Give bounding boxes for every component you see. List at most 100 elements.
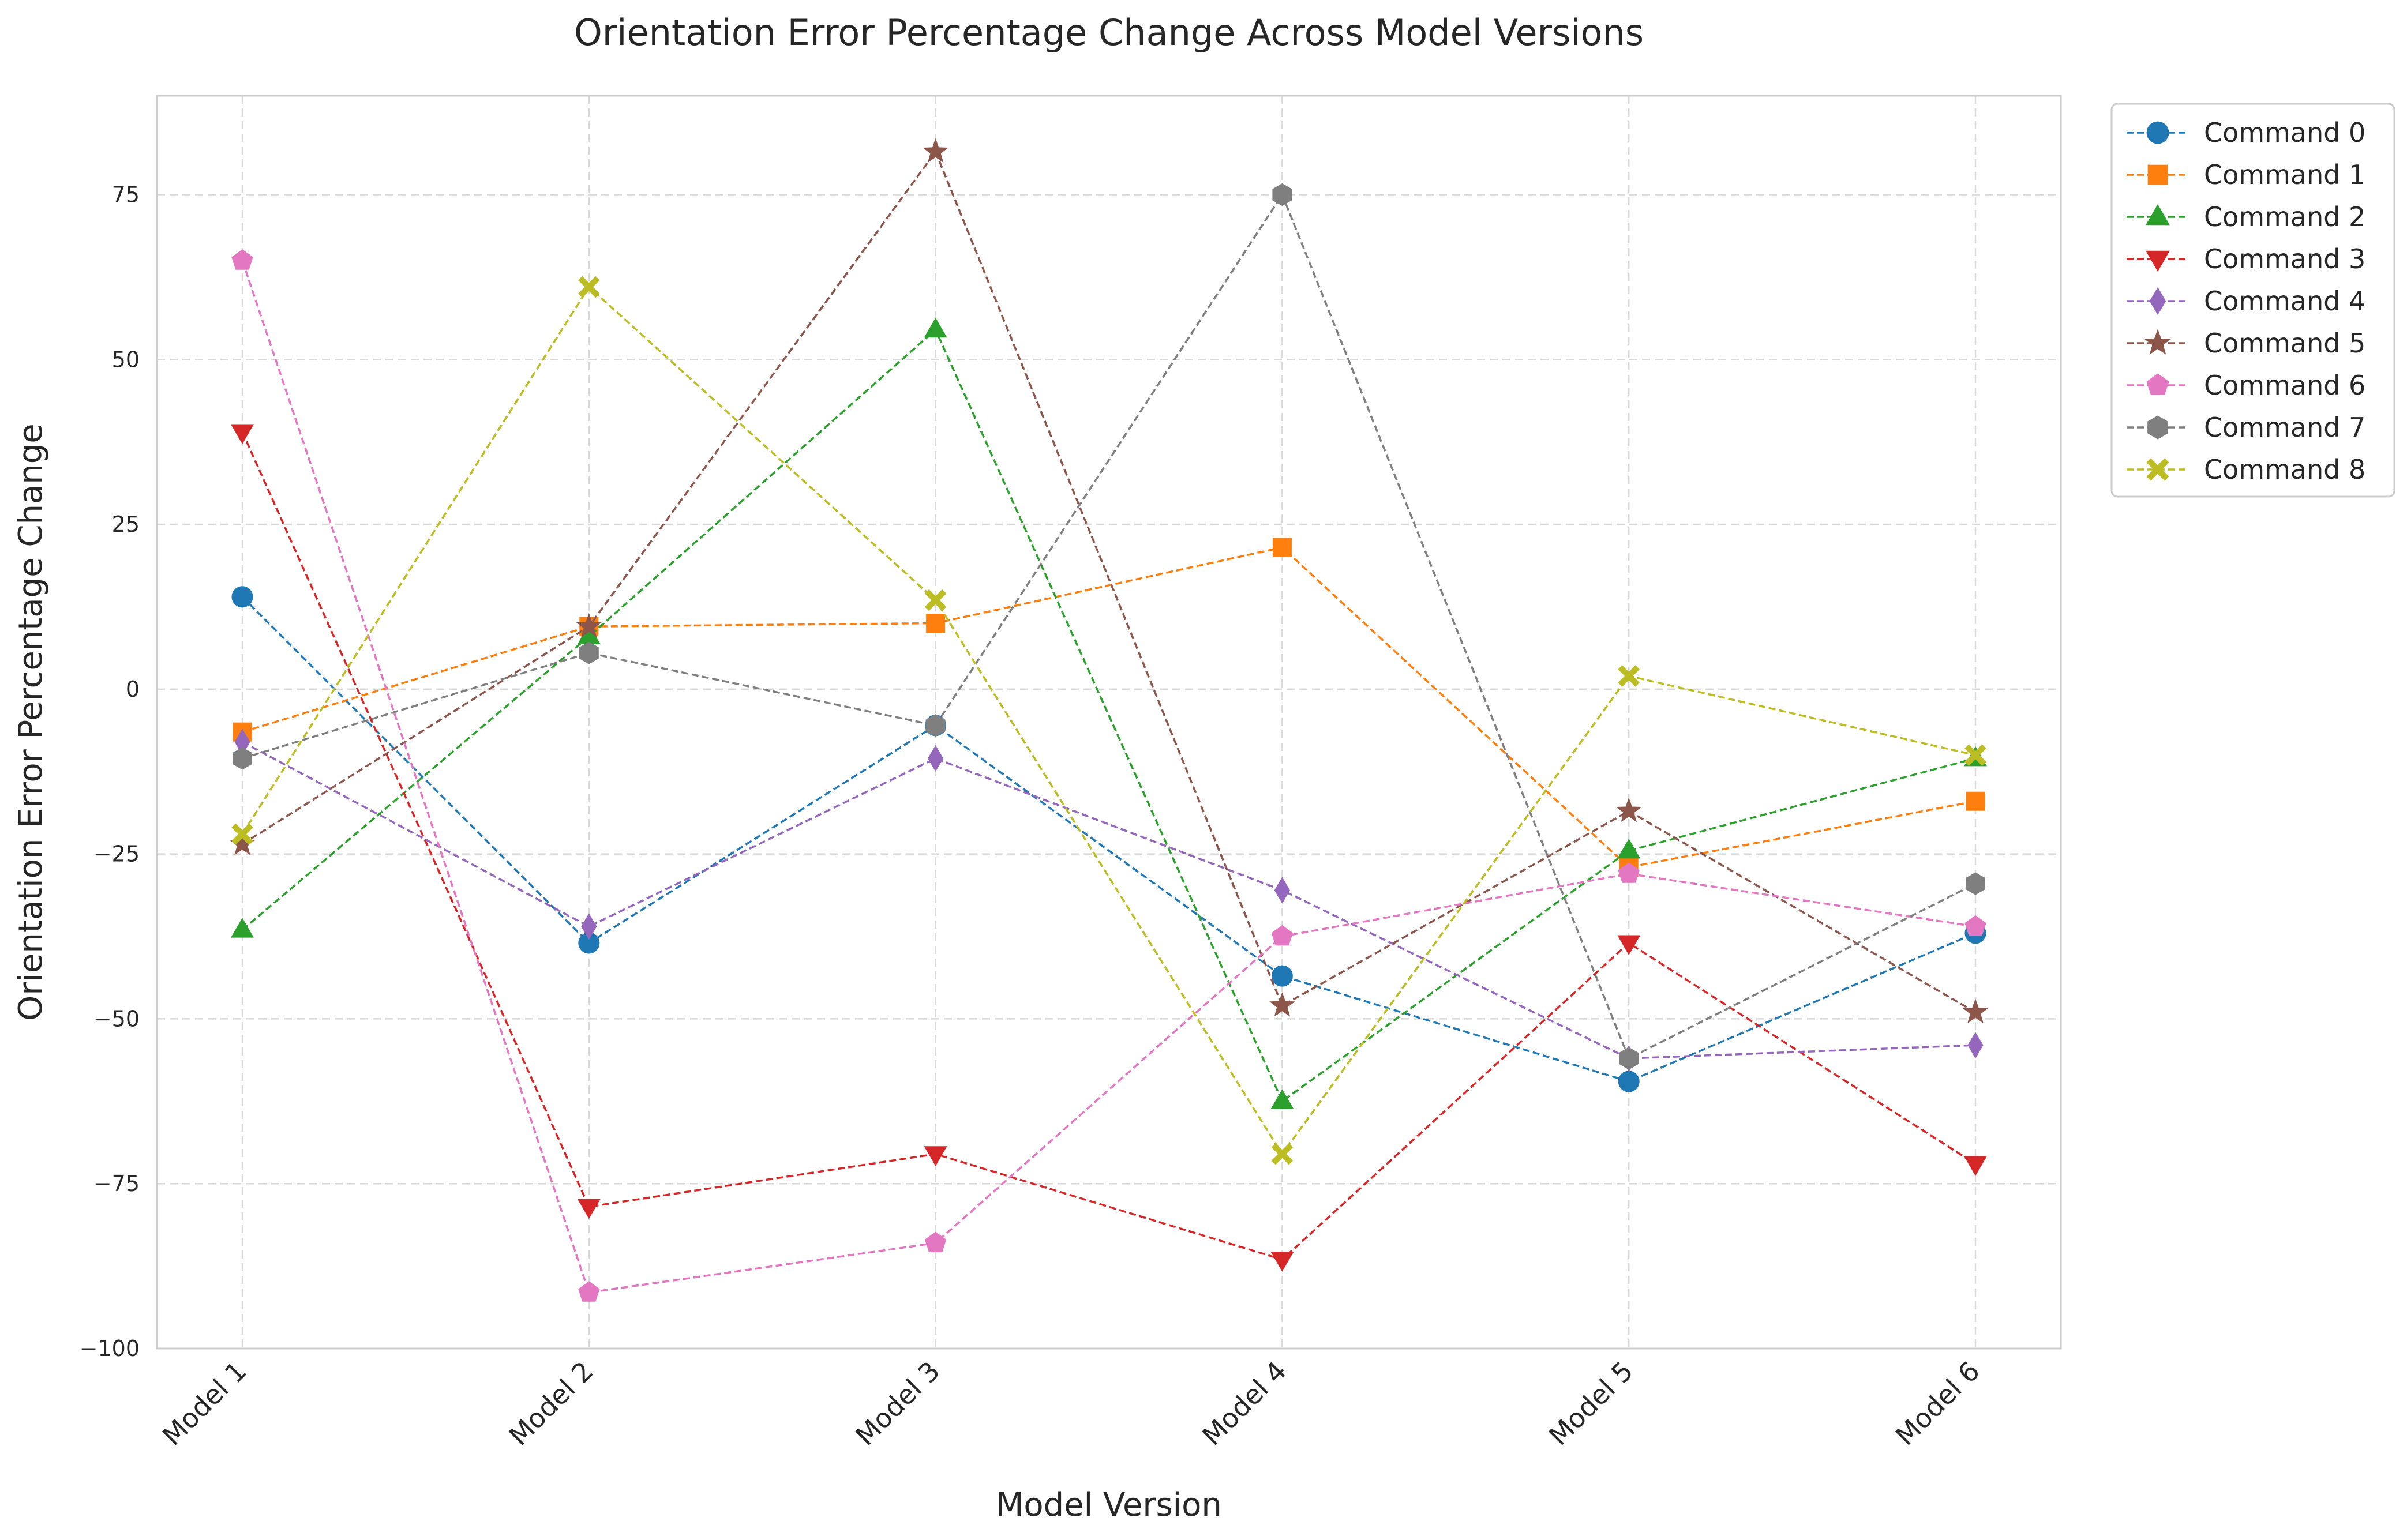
x-tick-label: Model 6 [1889,1355,1986,1452]
data-point [923,138,948,163]
y-axis-title: Orientation Error Percentage Change [12,423,50,1020]
data-point [1618,862,1640,883]
y-tick-label: 50 [112,347,140,372]
data-point [577,1199,601,1219]
legend-label: Command 4 [2204,286,2365,317]
legend-item: Command 5 [2127,328,2365,359]
series-command-0 [231,586,1986,1092]
data-point [1617,838,1641,859]
series-command-7 [233,183,1985,1070]
legend-marker [2149,287,2166,315]
legend-marker [2146,204,2170,226]
series-command-3 [231,424,1987,1272]
legend-marker [2146,458,2169,481]
legend-item: Command 4 [2127,286,2365,317]
ticks: −100 −75 −50 −25 0 25 50 75 Model 1 Model 2 Model … [80,182,1986,1451]
series-command-5 [229,138,1989,1023]
data-point [1272,538,1292,557]
data-point [924,1231,947,1252]
legend-marker [2146,373,2169,395]
data-point [1617,935,1641,955]
series-layer [229,138,1989,1302]
series-line [241,431,1976,1261]
series-line [241,328,1976,1103]
legend-label: Command 0 [2204,117,2365,148]
data-point [1270,1089,1294,1109]
series-line [242,546,1976,869]
legend-marker [2144,329,2172,355]
data-point [924,1146,947,1166]
data-point [231,249,253,270]
data-point [579,641,599,664]
legend-label: Command 3 [2204,243,2365,275]
series-command-4 [234,728,1984,1072]
legend-label: Command 1 [2204,159,2365,190]
series-line [241,260,1976,1294]
data-point [924,317,947,338]
data-point [1618,1071,1640,1092]
legend-item: Command 3 [2127,243,2365,275]
data-point [925,714,946,737]
legend-marker [2147,164,2168,185]
x-tick-label: Model 2 [503,1355,599,1452]
data-point [1274,877,1290,904]
legend-item: Command 0 [2127,117,2365,148]
data-point [1962,998,1989,1023]
data-point [576,613,602,638]
series-line [241,285,1976,1156]
legend-item: Command 7 [2127,412,2365,443]
x-axis-title: Model Version [996,1486,1222,1524]
series-command-8 [231,276,1986,1165]
legend-marker [2147,415,2168,440]
legend-label: Command 2 [2204,201,2365,232]
legend-item: Command 8 [2127,454,2365,485]
x-tick-label: Model 3 [849,1355,946,1452]
data-point [1615,797,1642,822]
legend-label: Command 5 [2204,328,2365,359]
data-point [1967,1032,1984,1059]
data-point [231,586,253,608]
series-line [242,192,1976,1060]
series-line [242,149,1976,1013]
legend-label: Command 6 [2204,370,2365,401]
y-tick-label: −50 [93,1006,140,1031]
data-point [1964,915,1986,936]
data-point [928,745,944,772]
legend-item: Command 6 [2127,370,2365,401]
y-tick-label: 25 [112,512,140,537]
series-line [242,741,1976,1060]
legend-item: Command 2 [2127,201,2365,232]
data-point [1272,183,1292,206]
x-tick-label: Model 4 [1196,1355,1292,1452]
data-point [1964,744,1986,766]
data-point [1271,965,1293,987]
legend-label: Command 7 [2204,412,2365,443]
x-tick-label: Model 1 [156,1355,253,1452]
data-point [231,424,254,444]
data-point [231,918,254,938]
data-point [233,747,252,770]
legend-label: Command 8 [2204,454,2365,485]
data-point [926,614,946,633]
data-point [578,1281,600,1302]
y-tick-label: 0 [126,677,140,702]
plot-frame [156,95,2062,1350]
data-point [231,823,253,846]
series-command-6 [231,249,1986,1302]
data-point [1618,665,1640,687]
y-tick-label: −75 [93,1171,140,1196]
x-tick-label: Model 5 [1543,1355,1639,1452]
data-point [924,589,947,611]
legend-marker [2146,250,2170,272]
data-point [1271,925,1294,946]
chart-title: Orientation Error Percentage Change Acro… [574,12,1644,54]
y-tick-label: 75 [112,182,140,207]
data-point [1966,791,1985,811]
data-point [1271,1143,1294,1165]
data-point [1270,1252,1294,1272]
data-point [1964,1156,1987,1176]
y-tick-label: −100 [80,1336,140,1361]
data-point [578,276,600,298]
